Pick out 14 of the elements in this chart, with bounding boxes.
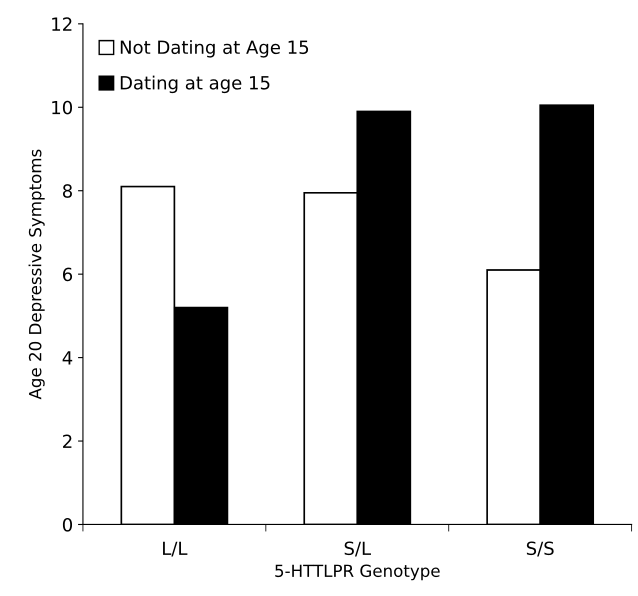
x-tick-label: S/S xyxy=(526,541,554,557)
y-tick-label: 0 xyxy=(62,518,72,532)
y-tick-label: 12 xyxy=(52,17,72,31)
x-tick-label: L/L xyxy=(163,542,188,557)
y-tick-label: 4 xyxy=(62,351,72,364)
legend-label: Not Dating at Age 15 xyxy=(120,40,308,58)
legend-label: Dating at age 15 xyxy=(120,76,270,94)
y-tick-label: 6 xyxy=(62,268,72,282)
y-axis-title: Age 20 Depressive Symptoms xyxy=(28,150,45,400)
y-tick-label: 8 xyxy=(62,184,72,198)
x-axis-title: 5-HTTLPR Genotype xyxy=(275,564,440,580)
x-tick-label: S/L xyxy=(344,541,371,557)
y-tick-label: 10 xyxy=(52,100,72,114)
y-tick-label: 2 xyxy=(63,434,72,448)
